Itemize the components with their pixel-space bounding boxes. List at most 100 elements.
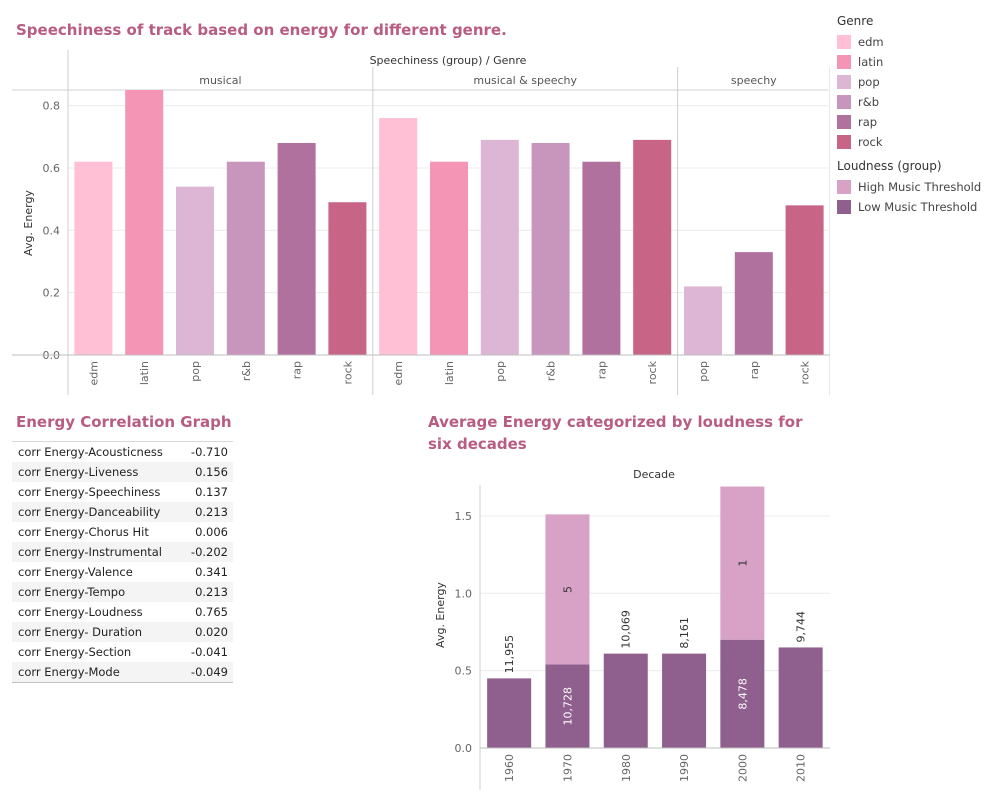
- chart2-data-label: 9,744: [795, 611, 808, 643]
- loudness-legend-label: High Music Threshold: [858, 180, 982, 194]
- table-cell-value: -0.041: [190, 645, 228, 659]
- loudness-legend-item[interactable]: Low Music Threshold: [837, 197, 997, 217]
- genre-legend-item[interactable]: latin: [837, 52, 997, 72]
- genre-legend: edm latin pop r&b rap rock: [837, 32, 997, 152]
- chart2-bar-low[interactable]: [545, 664, 590, 748]
- chart2-ytick: 1.5: [455, 510, 473, 523]
- table-cell-value: -0.202: [181, 542, 233, 562]
- loudness-legend: High Music Threshold Low Music Threshold: [837, 177, 997, 217]
- table-cell-label: corr Energy-Chorus Hit: [18, 525, 149, 539]
- table-row: corr Energy-Danceability 0.213: [12, 502, 233, 522]
- chart2-bar-low[interactable]: [487, 678, 532, 748]
- chart1-xtick: edm: [87, 361, 100, 385]
- decade-energy-chart: Decade Avg. Energy 0.0 0.5 1.0 1.5 11,955 1960 5…: [434, 468, 830, 790]
- loudness-legend-swatch: [837, 180, 851, 194]
- chart1-bar[interactable]: [531, 143, 570, 355]
- loudness-legend-swatch: [837, 200, 851, 214]
- chart1-bar[interactable]: [379, 118, 418, 355]
- chart1-title: Speechiness of track based on energy for…: [16, 21, 507, 39]
- table-cell-value: 0.765: [195, 605, 228, 619]
- genre-legend-title: Genre: [837, 14, 874, 28]
- chart1-bar[interactable]: [176, 186, 214, 355]
- legend: Genre edm latin pop r&b rap rock Loudness (gr…: [837, 14, 997, 217]
- genre-legend-item[interactable]: edm: [837, 32, 997, 52]
- table-cell-label: corr Energy-Section: [18, 645, 132, 659]
- chart2-bar-high[interactable]: [545, 514, 590, 665]
- table-cell-label: corr Energy-Valence: [18, 565, 133, 579]
- chart1-xtick: rock: [799, 360, 812, 384]
- chart2-xtick: 1990: [678, 754, 691, 782]
- chart1-xtick: rock: [646, 360, 659, 384]
- table-cell-value: 0.006: [195, 525, 228, 539]
- table-title: Energy Correlation Graph: [16, 413, 232, 431]
- chart1-xtick: r&b: [240, 361, 253, 381]
- genre-legend-item[interactable]: rap: [837, 112, 997, 132]
- chart2-xtick: 1970: [561, 754, 574, 782]
- table-cell-label: corr Energy-Danceability: [12, 502, 182, 522]
- genre-legend-label: pop: [858, 75, 880, 89]
- chart2-xtick: 2010: [795, 754, 808, 782]
- chart2-xtick: 1960: [503, 754, 516, 782]
- chart1-bar[interactable]: [684, 286, 722, 355]
- chart2-data-label: 8,478: [736, 678, 749, 710]
- chart2-xtick: 2000: [736, 754, 749, 782]
- chart1-bar[interactable]: [74, 161, 113, 355]
- chart2-data-label: 1: [736, 560, 749, 567]
- chart1-ytick: 0.6: [43, 162, 61, 175]
- genre-legend-label: edm: [858, 35, 884, 49]
- chart1-panel-label: musical: [199, 74, 241, 87]
- loudness-legend-title: Loudness (group): [837, 159, 942, 173]
- genre-legend-label: rap: [858, 115, 878, 129]
- genre-legend-item[interactable]: r&b: [837, 92, 997, 112]
- chart1-ytick: 0.4: [43, 224, 61, 237]
- genre-energy-chart: Speechiness (group) / Genre Avg. Energy 0.…: [12, 50, 830, 395]
- table-row: corr Energy-Speechiness 0.137: [12, 482, 233, 502]
- chart1-xtick: rap: [291, 361, 304, 379]
- chart1-panel-label: musical & speechy: [473, 74, 577, 87]
- loudness-legend-label: Low Music Threshold: [858, 200, 978, 214]
- chart1-bar[interactable]: [480, 139, 519, 355]
- table-row: corr Energy-Liveness 0.156: [12, 462, 233, 482]
- genre-legend-swatch: [837, 55, 851, 69]
- chart2-data-label: 10,069: [620, 610, 633, 649]
- table-row: corr Energy-Chorus Hit 0.006: [12, 522, 233, 542]
- chart1-bar[interactable]: [633, 139, 672, 355]
- chart2-data-label: 10,728: [561, 687, 574, 726]
- chart1-bar[interactable]: [734, 252, 773, 355]
- chart2-data-label: 5: [561, 586, 574, 593]
- genre-legend-label: latin: [858, 55, 884, 69]
- chart2-bar-low[interactable]: [720, 639, 765, 748]
- chart1-bar[interactable]: [430, 161, 468, 355]
- table-cell-value: 0.156: [181, 462, 233, 482]
- chart2-bar-low[interactable]: [603, 653, 648, 748]
- table-row: corr Energy-Tempo 0.213: [12, 582, 233, 602]
- chart2-bar-low[interactable]: [778, 647, 823, 748]
- genre-legend-item[interactable]: rock: [837, 132, 997, 152]
- table-cell-value: -0.710: [190, 445, 228, 459]
- table-cell-value: 0.213: [181, 502, 233, 522]
- chart1-bar[interactable]: [785, 205, 824, 355]
- genre-legend-swatch: [837, 75, 851, 89]
- chart1-bar[interactable]: [125, 90, 164, 355]
- chart1-xtick: pop: [189, 361, 202, 382]
- genre-legend-label: rock: [858, 135, 883, 149]
- chart2-bar-low[interactable]: [662, 653, 707, 748]
- chart1-bar[interactable]: [226, 161, 265, 355]
- chart1-bar[interactable]: [328, 202, 367, 355]
- correlation-table: corr Energy-Acousticness -0.710 corr Energ…: [12, 441, 233, 683]
- table-cell-label: corr Energy-Mode: [12, 662, 182, 682]
- table-cell-value: 0.213: [181, 582, 233, 602]
- chart1-xtick: rock: [341, 360, 354, 384]
- table-cell-value: 0.137: [195, 485, 228, 499]
- table-cell-label: corr Energy-Loudness: [18, 605, 143, 619]
- chart2-ytick: 1.0: [455, 587, 473, 600]
- chart1-bar[interactable]: [277, 143, 316, 355]
- chart1-panel-label: speechy: [731, 74, 777, 87]
- chart1-xtick: pop: [697, 361, 710, 382]
- loudness-legend-item[interactable]: High Music Threshold: [837, 177, 997, 197]
- chart1-bar[interactable]: [582, 161, 621, 355]
- genre-legend-item[interactable]: pop: [837, 72, 997, 92]
- table-cell-label: corr Energy-Tempo: [12, 582, 182, 602]
- chart2-bar-high[interactable]: [720, 486, 765, 640]
- genre-legend-swatch: [837, 35, 851, 49]
